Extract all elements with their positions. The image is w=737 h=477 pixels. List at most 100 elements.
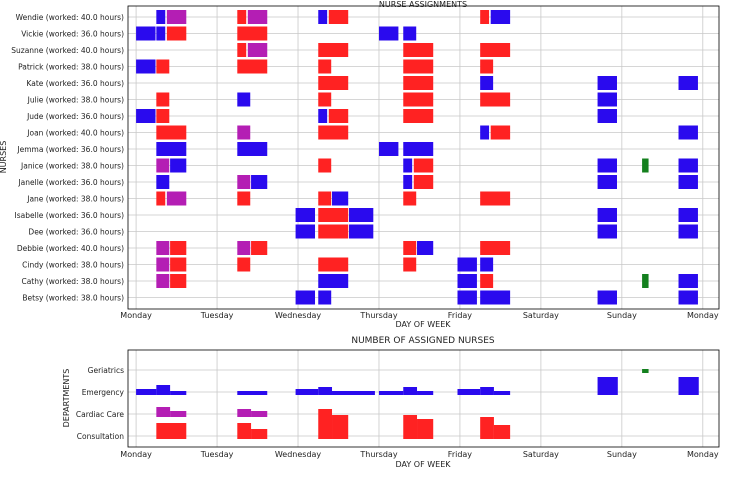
shift-bar: Consultation bbox=[480, 43, 511, 57]
shift-bar: Consultation bbox=[170, 274, 187, 288]
shift-bar: Emergency bbox=[678, 290, 698, 305]
department-count-chart: NUMBER OF ASSIGNED NURSES Emergency: 3Em… bbox=[62, 336, 720, 469]
shift-bar: Cardiac Care bbox=[156, 158, 170, 173]
department-count-bar: Geriatrics: 2 bbox=[642, 369, 649, 373]
assignments-chart: NURSE ASSIGNMENTS Emergency Cardiac Care C… bbox=[0, 0, 720, 329]
shift-bar: Consultation bbox=[318, 191, 332, 206]
shift-bar: Emergency bbox=[480, 257, 494, 272]
department-count-bar: Emergency: 4 bbox=[403, 387, 418, 395]
shift-bar: Consultation bbox=[237, 191, 251, 206]
nurse-label: Isabelle (worked: 36.0 hours) bbox=[15, 211, 125, 220]
assignments-day-label: Friday bbox=[448, 311, 473, 320]
shift-bar: Emergency bbox=[403, 175, 413, 189]
assignments-day-label: Thursday bbox=[359, 311, 397, 320]
department-day-label: Sunday bbox=[607, 450, 637, 459]
department-count-bar: Consultation: 7 bbox=[493, 425, 511, 439]
nurse-label: Kate (worked: 36.0 hours) bbox=[26, 79, 124, 88]
department-label: Geriatrics bbox=[88, 366, 124, 375]
shift-bar: Consultation bbox=[480, 241, 511, 255]
shift-bar: Emergency bbox=[295, 208, 316, 222]
department-count-bar: Consultation: 15 bbox=[318, 409, 333, 439]
assignments-bars: Emergency Cardiac Care Consultation Cardiac… bbox=[136, 10, 698, 305]
shift-bar: Consultation bbox=[413, 175, 434, 189]
shift-bar: Consultation bbox=[490, 125, 511, 140]
department-count-bar: Cardiac Care: 4 bbox=[237, 409, 252, 417]
nurse-label: Janice (worked: 38.0 hours) bbox=[20, 162, 124, 171]
department-count-bar: Consultation: 10 bbox=[417, 419, 434, 439]
department-count-bar: Consultation: 8 bbox=[237, 423, 252, 439]
shift-bar: Emergency bbox=[678, 158, 698, 173]
shift-bar: Consultation bbox=[403, 76, 434, 90]
department-chart-title: NUMBER OF ASSIGNED NURSES bbox=[351, 336, 495, 346]
department-y-axis-label: DEPARTMENTS bbox=[62, 369, 71, 428]
shift-bar: Cardiac Care bbox=[237, 175, 251, 189]
department-count-bar: Cardiac Care: 5 bbox=[156, 407, 171, 417]
shift-bar: Consultation bbox=[237, 43, 247, 57]
shift-bar: Cardiac Care bbox=[237, 241, 251, 255]
shift-bar: Emergency bbox=[237, 92, 251, 107]
shift-bar: Consultation bbox=[237, 59, 268, 74]
shift-bar: Consultation bbox=[328, 109, 349, 123]
shift-bar: Cardiac Care bbox=[237, 125, 251, 140]
shift-bar: Emergency bbox=[597, 175, 617, 189]
assignments-y-axis-label: NURSES bbox=[0, 141, 8, 174]
department-count-bar: Emergency: 3 bbox=[295, 389, 319, 395]
shift-bar: Geriatrics bbox=[642, 158, 649, 173]
assignments-day-label: Wednesday bbox=[275, 311, 322, 320]
nurse-label: Wendie (worked: 40.0 hours) bbox=[16, 13, 124, 22]
shift-bar: Emergency bbox=[490, 10, 511, 24]
shift-bar: Consultation bbox=[318, 76, 349, 90]
shift-bar: Emergency bbox=[597, 224, 617, 239]
department-day-label: Monday bbox=[120, 450, 152, 459]
shift-bar: Emergency bbox=[378, 26, 399, 41]
shift-bar: Consultation bbox=[480, 10, 490, 24]
department-bars: Emergency: 3Emergency: 5Emergency: 2Emer… bbox=[136, 369, 699, 439]
shift-bar: Consultation bbox=[480, 191, 511, 206]
department-count-bar: Emergency: 9 bbox=[597, 377, 618, 395]
department-count-bar: Emergency: 2 bbox=[378, 391, 404, 395]
shift-bar: Consultation bbox=[156, 109, 170, 123]
department-label: Consultation bbox=[77, 432, 124, 441]
shift-bar: Emergency bbox=[136, 59, 156, 74]
assignments-day-label: Monday bbox=[687, 311, 719, 320]
shift-bar: Consultation bbox=[318, 208, 349, 222]
shift-bar: Consultation bbox=[156, 125, 187, 140]
shift-bar: Emergency bbox=[480, 290, 511, 305]
nurse-label: Vickie (worked: 36.0 hours) bbox=[21, 30, 124, 39]
shift-bar: Emergency bbox=[457, 290, 477, 305]
shift-bar: Consultation bbox=[403, 92, 434, 107]
nurse-labels: Wendie (worked: 40.0 hours) Vickie (worke… bbox=[11, 13, 124, 303]
department-count-bar: Consultation: 8 bbox=[156, 423, 187, 439]
shift-bar: Consultation bbox=[403, 241, 417, 255]
shift-bar: Consultation bbox=[170, 241, 187, 255]
shift-bar: Emergency bbox=[417, 241, 434, 255]
shift-bar: Emergency bbox=[678, 175, 698, 189]
shift-bar: Consultation bbox=[403, 109, 434, 123]
department-plot-frame bbox=[127, 349, 720, 448]
assignments-day-label: Sunday bbox=[607, 311, 637, 320]
department-label: Cardiac Care bbox=[76, 410, 124, 419]
shift-bar: Emergency bbox=[678, 125, 698, 140]
shift-bar: Consultation bbox=[318, 59, 332, 74]
shift-bar: Emergency bbox=[480, 125, 490, 140]
shift-bar: Geriatrics bbox=[642, 274, 649, 288]
shift-bar: Emergency bbox=[237, 142, 268, 156]
department-count-bar: Consultation: 12 bbox=[403, 415, 418, 439]
shift-bar: Consultation bbox=[480, 59, 494, 74]
department-count-bar: Emergency: 2 bbox=[417, 391, 434, 395]
shift-bar: Emergency bbox=[156, 26, 166, 41]
shift-bar: Cardiac Care bbox=[166, 191, 187, 206]
nurse-label: Cathy (worked: 38.0 hours) bbox=[21, 277, 124, 286]
shift-bar: Consultation bbox=[170, 257, 187, 272]
shift-bar: Emergency bbox=[597, 290, 617, 305]
department-count-bar: Emergency: 2 bbox=[493, 391, 511, 395]
nurse-label: Joan (worked: 40.0 hours) bbox=[26, 129, 124, 138]
shift-bar: Consultation bbox=[156, 59, 170, 74]
shift-bar: Emergency bbox=[156, 175, 170, 189]
department-day-label: Thursday bbox=[359, 450, 397, 459]
assignments-chart-title: NURSE ASSIGNMENTS bbox=[379, 0, 467, 9]
shift-bar: Consultation bbox=[318, 43, 349, 57]
shift-bar: Consultation bbox=[403, 43, 434, 57]
department-count-bar: Cardiac Care: 3 bbox=[251, 411, 268, 417]
shift-bar: Emergency bbox=[156, 10, 166, 24]
